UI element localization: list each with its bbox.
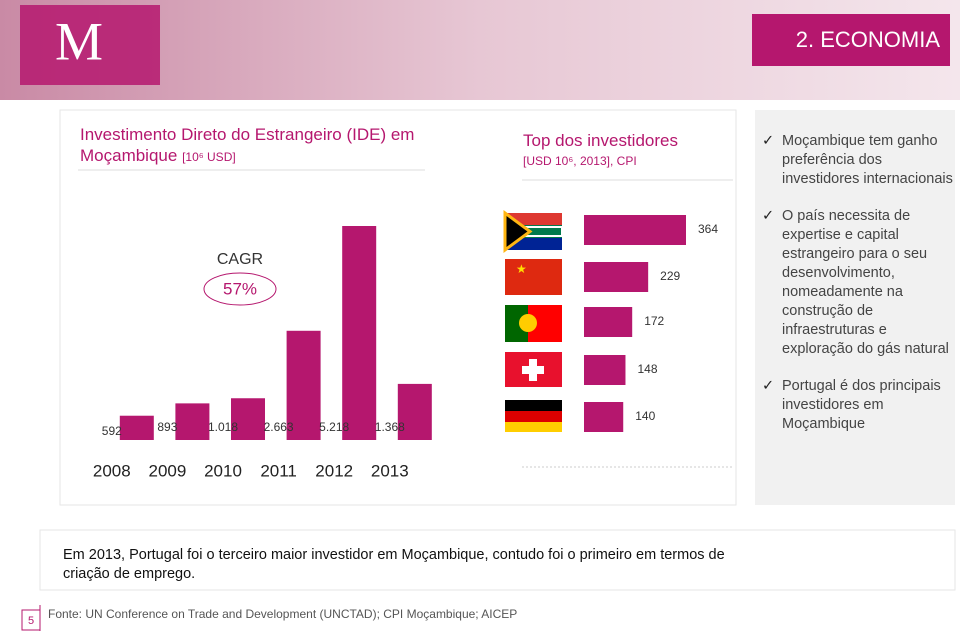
- note: Em 2013, Portugal foi o terceiro maior i…: [63, 547, 725, 582]
- section-title: 2. ECONOMIA: [796, 27, 941, 52]
- annotation-ring: [203, 272, 277, 306]
- value-label: 1.368: [375, 420, 405, 434]
- flag-de: [505, 400, 562, 432]
- bar: [175, 403, 210, 440]
- value-label: 893: [157, 420, 177, 434]
- chart-title: Top dos investidores: [523, 131, 678, 150]
- annotation: 57%: [223, 279, 257, 298]
- flag-cn: ★: [505, 259, 562, 295]
- logo-box: [20, 5, 160, 85]
- bullet: Moçambique tem ganho preferência dos inv…: [760, 132, 955, 189]
- bullet: Portugal é dos principais investidores e…: [760, 377, 955, 434]
- flag-za: [503, 210, 563, 253]
- bar: [584, 215, 686, 245]
- chart-subtitle: [USD 10⁶, 2013], CPI: [523, 154, 637, 168]
- bar: [584, 262, 649, 292]
- svg-text:★: ★: [516, 262, 527, 276]
- page-number: 5: [28, 615, 34, 627]
- flag-ch: [505, 352, 562, 387]
- value-label: 172: [644, 314, 664, 328]
- page-box: [21, 609, 41, 631]
- value-label: 364: [698, 222, 718, 236]
- x-tick-label: 2010: [204, 461, 242, 480]
- bar: [397, 383, 432, 440]
- chart-title: Investimento Direto do Estrangeiro (IDE)…: [80, 125, 415, 165]
- chart-title-block: Investimento Direto do Estrangeiro (IDE)…: [80, 124, 430, 168]
- value-label: 229: [660, 269, 680, 283]
- bar: [584, 355, 626, 385]
- bar: [231, 398, 265, 440]
- value-label: 5.218: [319, 420, 349, 434]
- value-label: 148: [637, 362, 657, 376]
- bar: [342, 226, 377, 440]
- x-tick-label: 2013: [371, 461, 409, 480]
- value-label: 2.663: [264, 420, 294, 434]
- bar: [584, 402, 624, 432]
- section-band: [752, 14, 950, 66]
- bullet: O país necessita de expertise e capital …: [760, 207, 955, 359]
- x-tick-label: 2008: [93, 461, 131, 480]
- bar: [286, 330, 321, 440]
- value-label: 140: [635, 409, 655, 423]
- value-label: 592: [102, 424, 122, 438]
- note-box: [39, 529, 956, 591]
- bar: [119, 415, 154, 440]
- value-label: 1.018: [208, 420, 238, 434]
- bar: [584, 307, 633, 337]
- flag-pt: [505, 305, 562, 342]
- x-tick-label: 2011: [260, 461, 297, 480]
- bullet-list: Moçambique tem ganho preferência dos inv…: [760, 132, 955, 452]
- chart-title-block: Top dos investidores [USD 10⁶, 2013], CP…: [523, 130, 733, 172]
- x-tick-label: 2012: [315, 461, 353, 480]
- chart-subtitle: [10⁶ USD]: [182, 150, 236, 164]
- x-tick-label: 2009: [148, 461, 186, 480]
- source: Fonte: UN Conference on Trade and Develo…: [48, 607, 518, 621]
- logo: M: [55, 11, 103, 71]
- annotation: CAGR: [217, 251, 263, 268]
